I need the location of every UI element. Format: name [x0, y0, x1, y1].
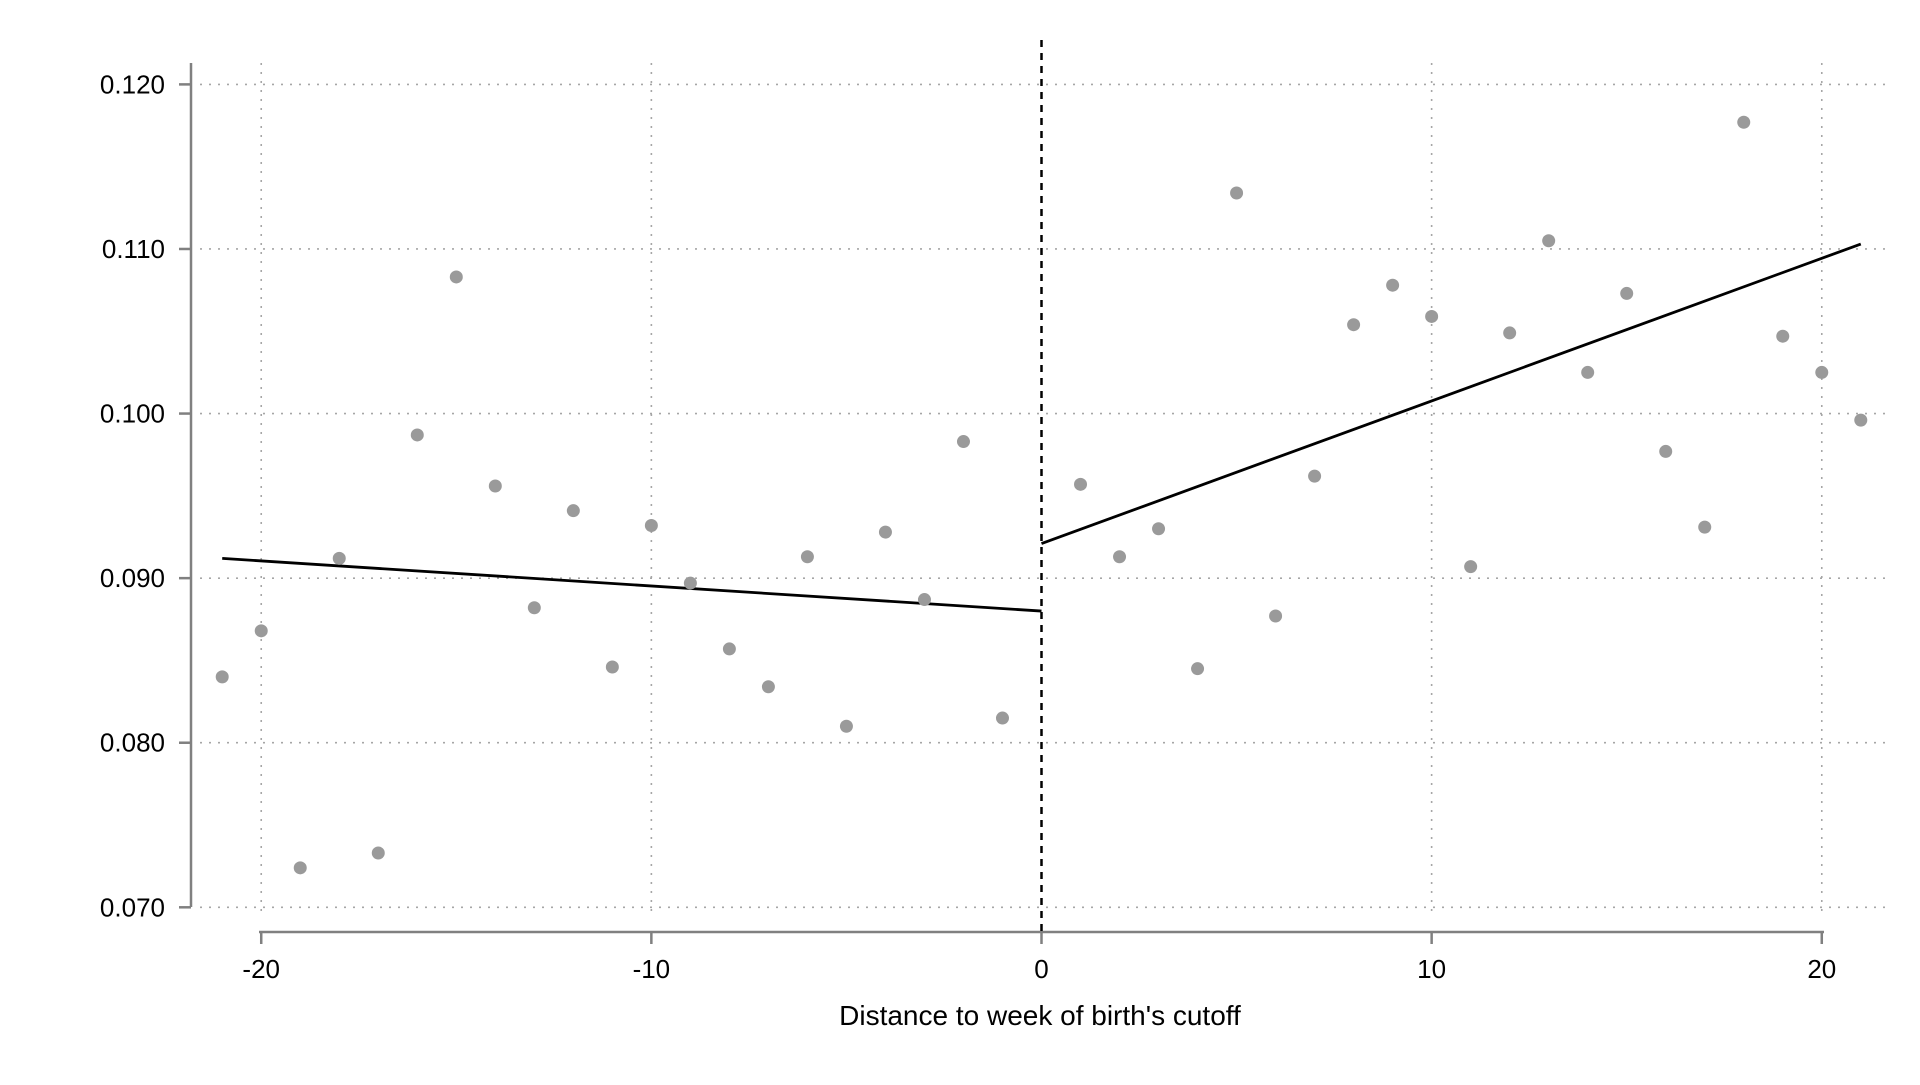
- data-point: [1386, 278, 1400, 292]
- x-tick-label: -20: [242, 954, 280, 984]
- y-tick-label: 0.070: [100, 892, 165, 922]
- fit-lines: [222, 242, 1862, 613]
- data-point: [254, 624, 268, 638]
- data-point: [1581, 365, 1595, 379]
- data-point: [488, 479, 502, 493]
- x-tick-label: 0: [1034, 954, 1048, 984]
- ticks: 0.070 0.080 0.090 0.100 0.110 0.120 -20 -10 0 10 2…: [100, 69, 1836, 984]
- data-point: [1503, 326, 1517, 340]
- data-point: [1659, 444, 1673, 458]
- data-point: [839, 719, 853, 733]
- data-point: [878, 525, 892, 539]
- data-point: [956, 435, 970, 449]
- data-point: [722, 642, 736, 656]
- axes: [189, 63, 1824, 934]
- data-point: [995, 711, 1009, 725]
- data-point: [1425, 309, 1439, 323]
- data-point: [566, 504, 580, 518]
- data-point: [1542, 234, 1556, 248]
- data-point: [1152, 522, 1166, 536]
- data-points: [215, 115, 1868, 875]
- data-point: [293, 861, 307, 875]
- data-point: [1776, 329, 1790, 343]
- data-point: [1815, 365, 1829, 379]
- x-tick-label: 10: [1417, 954, 1446, 984]
- data-point: [644, 518, 658, 532]
- y-tick-label: 0.100: [100, 399, 165, 429]
- data-point: [1113, 550, 1127, 564]
- data-point: [449, 270, 463, 284]
- data-point: [1191, 662, 1205, 676]
- y-tick-label: 0.110: [102, 234, 165, 264]
- x-tick-label: -10: [633, 954, 671, 984]
- data-point: [1347, 318, 1361, 332]
- x-tick-label: 20: [1807, 954, 1836, 984]
- data-point: [683, 576, 697, 590]
- data-point: [1308, 469, 1322, 483]
- data-point: [1854, 413, 1868, 427]
- data-point: [371, 846, 385, 860]
- grid-lines: [200, 63, 1892, 912]
- data-point: [1230, 186, 1244, 200]
- y-tick-label: 0.080: [100, 728, 165, 758]
- data-point: [527, 601, 541, 615]
- data-point: [1620, 286, 1634, 300]
- data-point: [1737, 115, 1751, 129]
- data-point: [605, 660, 619, 674]
- data-point: [800, 550, 814, 564]
- data-point: [1074, 477, 1088, 491]
- fit-line-right: [1041, 242, 1862, 545]
- x-axis-title: Distance to week of birth's cutoff: [839, 1000, 1241, 1031]
- data-point: [761, 680, 775, 694]
- data-point: [1698, 520, 1712, 534]
- data-point: [1269, 609, 1283, 623]
- y-tick-label: 0.120: [100, 69, 165, 99]
- fit-line-left: [222, 556, 1042, 613]
- data-point: [1464, 560, 1478, 574]
- y-tick-label: 0.090: [100, 563, 165, 593]
- data-point: [215, 670, 229, 684]
- data-point: [410, 428, 424, 442]
- data-point: [917, 593, 931, 607]
- data-point: [332, 551, 346, 565]
